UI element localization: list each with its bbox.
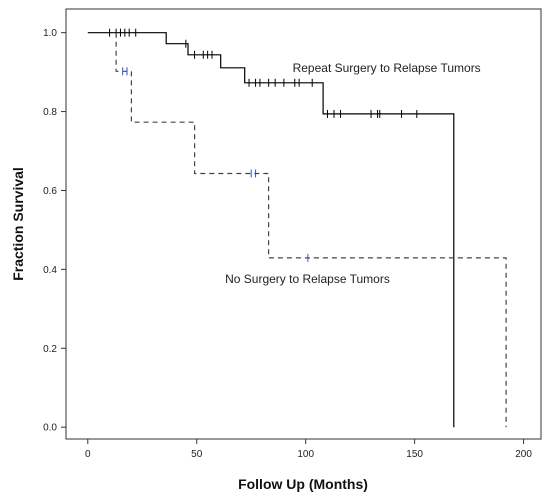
x-tick-label: 0 <box>85 449 91 460</box>
x-axis: 0 50 100 150 200 <box>85 439 532 460</box>
y-tick-label: 0.4 <box>43 265 57 276</box>
x-tick-label: 50 <box>191 449 203 460</box>
y-tick-label: 0.2 <box>43 344 57 355</box>
x-axis-title: Follow Up (Months) <box>238 476 368 492</box>
y-tick-label: 0.6 <box>43 186 57 197</box>
plot-frame <box>65 8 542 440</box>
y-tick-label: 1.0 <box>43 28 57 39</box>
annotation-repeat-surgery: Repeat Surgery to Relapse Tumors <box>293 61 481 75</box>
y-tick-label: 0.8 <box>43 107 57 118</box>
x-tick-label: 200 <box>515 449 532 460</box>
x-tick-label: 100 <box>297 449 314 460</box>
y-axis: 0.0 0.2 0.4 0.6 0.8 1.0 <box>43 28 66 434</box>
x-tick-label: 150 <box>406 449 423 460</box>
survival-curve-1 <box>87 32 455 428</box>
annotation-no-surgery: No Surgery to Relapse Tumors <box>225 272 390 286</box>
series-group <box>87 28 507 428</box>
y-tick-label: 0.0 <box>43 423 57 434</box>
survival-curve-2 <box>115 32 507 428</box>
y-axis-title: Fraction Survival <box>10 167 26 281</box>
